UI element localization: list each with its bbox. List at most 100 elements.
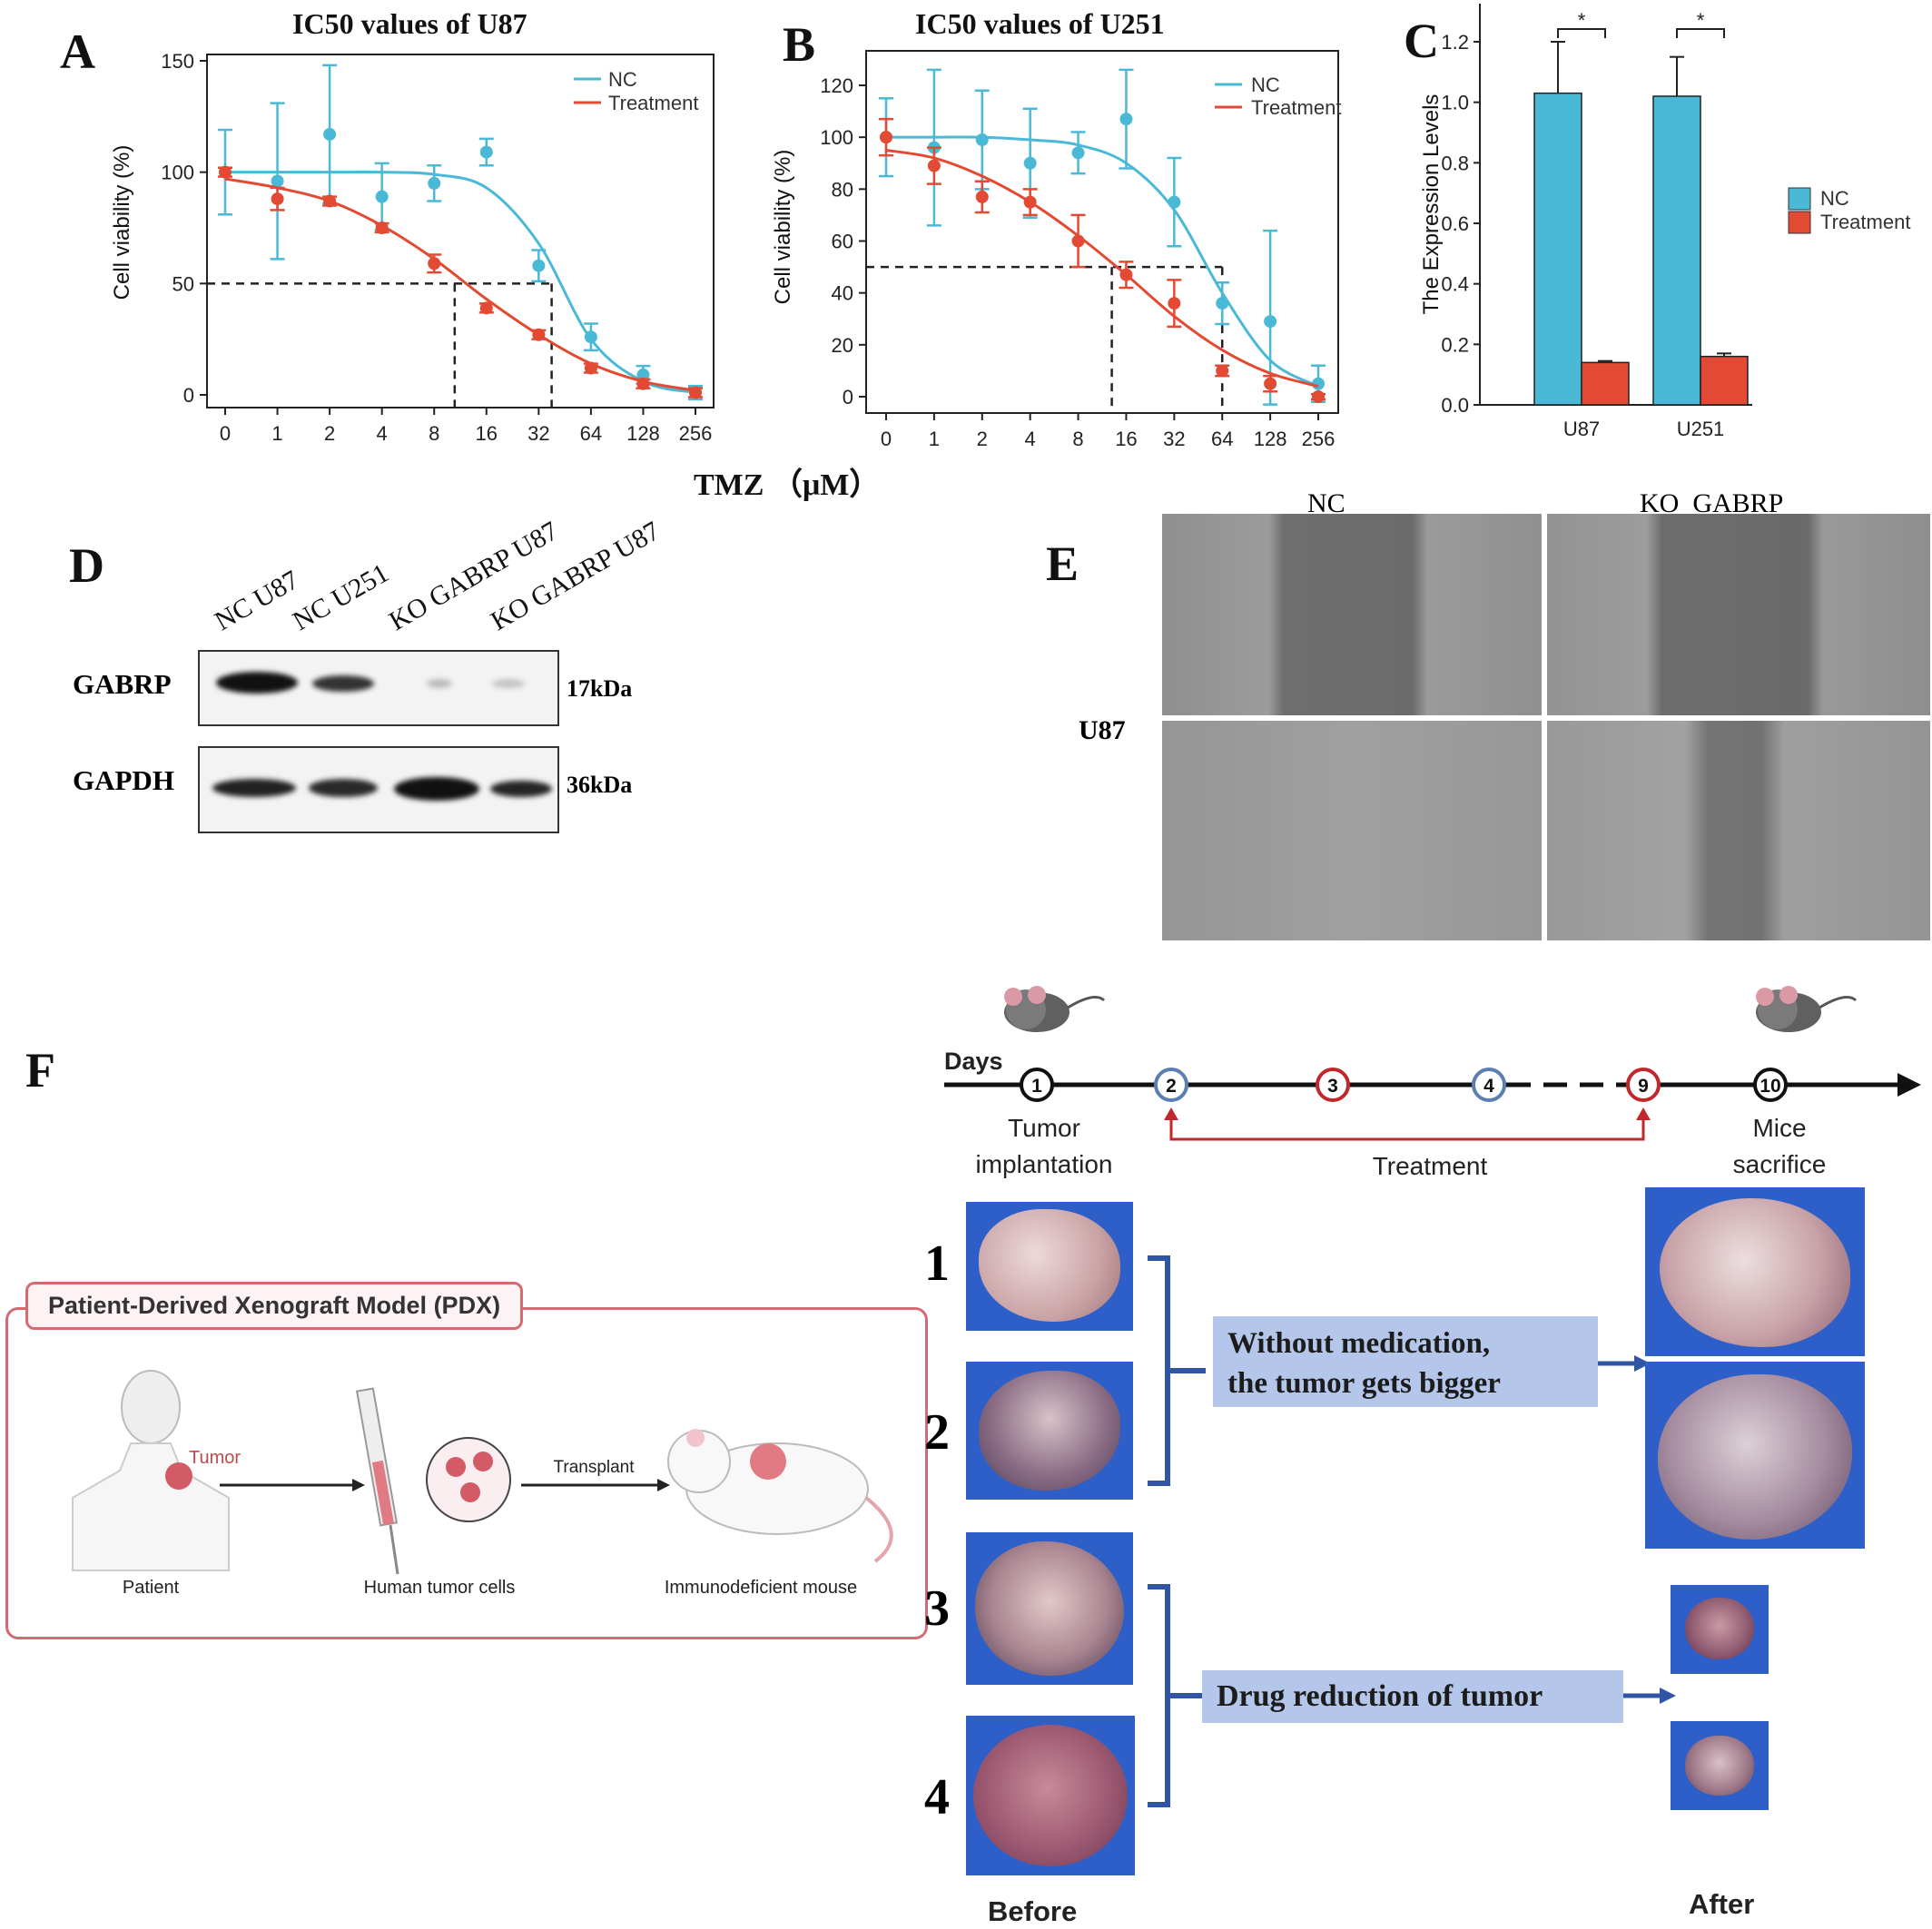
chart-a-ytick-label: 150: [161, 50, 194, 73]
tumor-before-2: [966, 1362, 1133, 1500]
chart-a-xtick-label: 1: [271, 422, 282, 445]
tumor-after-3: [1671, 1585, 1769, 1674]
chart-a-point-treatment: [689, 386, 702, 399]
chart-c-ytick-label: 1.0: [1441, 92, 1469, 114]
caption-immunodeficient-mouse: Immunodeficient mouse: [665, 1578, 857, 1598]
lane-label-1: NC U87: [210, 565, 304, 637]
blot-size-17kda: 17kDa: [567, 675, 633, 702]
chart-b-point-treatment: [1071, 234, 1085, 248]
callout-1-line-1: Without medication,: [1227, 1327, 1491, 1360]
sample-number-3: 3: [924, 1580, 950, 1637]
chart-a-point-treatment: [219, 165, 232, 179]
chart-a-point-treatment: [479, 301, 493, 315]
chart-b-fit-nc: [886, 135, 1319, 388]
chart-a-xtick-label: 16: [476, 422, 498, 445]
pdx-title: Patient-Derived Xenograft Model (PDX): [25, 1282, 524, 1330]
panel-letter-d: D: [69, 538, 104, 593]
callout-drug-reduction: Drug reduction of tumor: [1202, 1670, 1623, 1723]
chart-b-point-treatment: [975, 190, 989, 203]
timeline-days-label: Days: [944, 1048, 1003, 1075]
blot-label-gabrp: GABRP: [73, 668, 172, 700]
chart-b-xtick-label: 256: [1302, 428, 1336, 450]
chart-b-title: IC50 values of U251: [915, 7, 1165, 40]
scratch-assay-grid: [1162, 514, 1930, 940]
timeline-node-label: 3: [1327, 1076, 1338, 1097]
panel-letter-b: B: [783, 17, 816, 72]
tumor-after-2: [1645, 1362, 1865, 1549]
chart-a-point-treatment: [584, 361, 597, 375]
chart-a-point-nc: [584, 330, 597, 344]
western-blot-gapdh: [198, 746, 559, 833]
band: [216, 672, 298, 694]
chart-a-fit-nc: [224, 170, 696, 395]
western-blot-gabrp: [198, 650, 559, 726]
timeline-treatment-label: Treatment: [1373, 1152, 1488, 1180]
timeline-end-label-2: sacrifice: [1733, 1150, 1827, 1178]
timeline-node-label: 9: [1638, 1076, 1649, 1097]
blot-size-36kda: 36kDa: [567, 772, 633, 798]
chart-c-legend-treatment: Treatment: [1820, 211, 1910, 233]
scratch-image-ko-0h: [1547, 514, 1930, 715]
treatment-bracket: [1169, 1112, 1645, 1141]
bracket-untreated: [1148, 1255, 1206, 1486]
chart-c-ytick-label: 0.8: [1441, 152, 1469, 174]
chart-a-title: IC50 values of U87: [292, 7, 527, 40]
tumor-after-4: [1671, 1721, 1769, 1810]
chart-a-ytick-label: 0: [183, 384, 194, 407]
chart-b-frame: [865, 50, 1339, 414]
chart-a-xtick-label: 256: [679, 422, 713, 445]
treatment-arrow-left: [1164, 1107, 1178, 1120]
caption-human-tumor-cells: Human tumor cells: [364, 1578, 516, 1598]
panel-letter-a: A: [60, 25, 95, 79]
tumor-cells-icon: [426, 1437, 511, 1522]
chart-a-point-nc: [428, 176, 441, 190]
chart-b-fit-treatment: [885, 148, 1319, 389]
chart-c-ytick-label: 0.0: [1441, 394, 1469, 417]
chart-c-ytick-label: 0.6: [1441, 212, 1469, 235]
timeline-node-label: 2: [1166, 1076, 1177, 1097]
chart-c-sig-star: *: [1578, 9, 1586, 32]
timeline-node-1: [1020, 1068, 1054, 1102]
chart-b-point-treatment: [1023, 195, 1037, 209]
transplant-label: Transplant: [553, 1458, 635, 1477]
timeline-arrowhead: [1898, 1073, 1921, 1097]
chart-b-point-nc: [1119, 113, 1133, 126]
caption-patient: Patient: [123, 1578, 180, 1598]
chart-a-xtick-label: 4: [377, 422, 388, 445]
chart-a-xtick-label: 0: [220, 422, 231, 445]
chart-c-ytick-label: 1.2: [1441, 31, 1469, 54]
chart-b-xtick-label: 1: [929, 428, 940, 450]
arrow-to-after-2: [1623, 1688, 1676, 1704]
scratch-col-label-nc: NC: [1307, 488, 1346, 518]
chart-b-point-treatment: [1119, 268, 1133, 281]
chart-a-point-treatment: [375, 221, 389, 234]
chart-c-bar-treatment: [1581, 361, 1630, 406]
timeline-node-label: 1: [1031, 1076, 1042, 1097]
timeline-node-9: [1626, 1068, 1661, 1102]
chart-c-legend-treatment-swatch: [1788, 211, 1811, 234]
arrow-to-after-1: [1598, 1355, 1651, 1372]
timeline-node-3: [1316, 1068, 1350, 1102]
sample-number-2: 2: [924, 1404, 950, 1461]
callout-1-line-2: the tumor gets bigger: [1227, 1367, 1501, 1400]
sample-number-1: 1: [924, 1235, 950, 1292]
panel-letter-c: C: [1404, 14, 1439, 68]
timeline-node-label: 4: [1484, 1076, 1494, 1097]
chart-c-bar-nc: [1652, 95, 1701, 406]
chart-c-sig-star: *: [1697, 9, 1705, 32]
panel-letter-e: E: [1046, 536, 1079, 591]
arrowhead: [657, 1479, 670, 1491]
band: [490, 781, 552, 797]
chart-a-xtick-label: 2: [324, 422, 335, 445]
chart-a: Cell viability (%) 0 50 100 150 0 1 2 4 8 16 32 64 1…: [110, 50, 715, 445]
scratch-image-nc-24h: [1162, 721, 1542, 940]
tumor-before-4: [966, 1716, 1135, 1875]
chart-b-xtick-label: 8: [1072, 428, 1083, 450]
scratch-image-nc-0h: [1162, 514, 1542, 715]
chart-b-legend-nc: NC: [1251, 74, 1280, 96]
chart-b-ytick-label: 40: [832, 282, 853, 305]
lane-label-2: NC U251: [288, 557, 394, 637]
chart-b-ytick-label: 60: [832, 231, 853, 253]
chart-a-xtick-label: 32: [527, 422, 549, 445]
mouse-icon-end: [1756, 986, 1858, 1032]
